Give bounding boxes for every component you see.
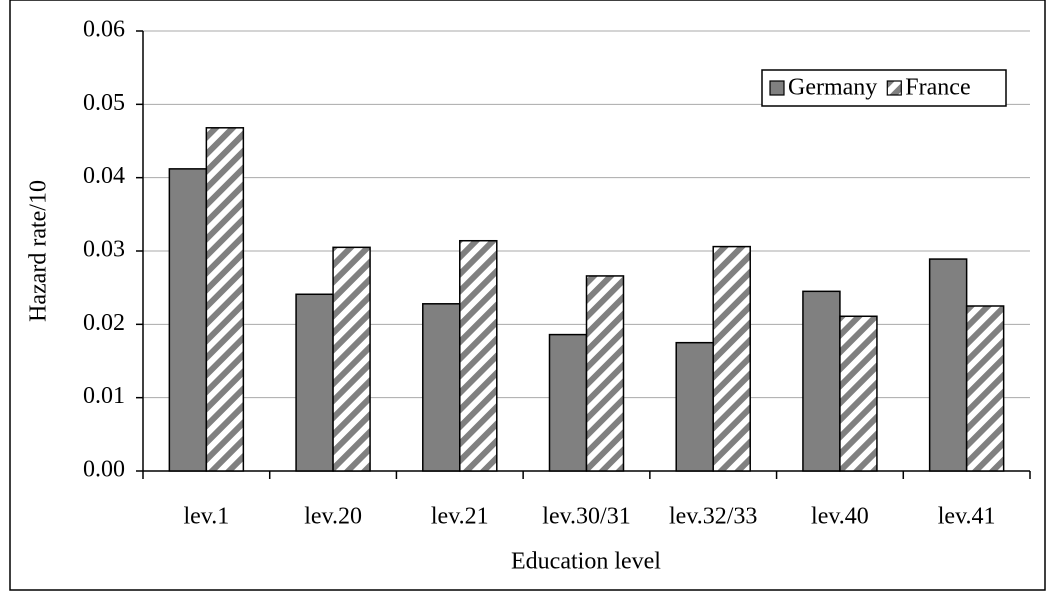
bar [839, 315, 878, 472]
bar [675, 341, 714, 472]
legend-swatch [886, 80, 902, 96]
x-tick-label: lev.32/33 [669, 504, 757, 530]
y-tick-label: 0.02 [83, 310, 125, 336]
bar [422, 303, 461, 472]
legend-box [761, 69, 1007, 107]
x-tick-label: lev.20 [304, 504, 362, 530]
x-tick-label: lev.30/31 [542, 504, 630, 530]
bar [332, 246, 371, 472]
y-tick-label: 0.04 [83, 163, 125, 189]
bar [965, 305, 1005, 472]
x-axis-title: Education level [511, 549, 661, 575]
bar [548, 333, 588, 472]
bar [928, 258, 968, 472]
legend-label: Germany [788, 75, 877, 101]
bar [295, 293, 334, 472]
x-tick-label: lev.41 [938, 504, 996, 530]
y-tick-label: 0.01 [83, 383, 125, 409]
legend-swatch [769, 80, 785, 96]
x-tick-label: lev.21 [431, 504, 489, 530]
y-tick-label: 0.05 [83, 90, 125, 116]
bar [712, 245, 751, 472]
x-tick-label: lev.1 [183, 504, 229, 530]
y-tick-label: 0.06 [83, 17, 125, 43]
bar [585, 275, 625, 472]
bar [802, 290, 841, 472]
y-tick-label: 0.03 [83, 237, 125, 263]
legend-label: France [905, 75, 970, 101]
bar [459, 239, 498, 472]
bar [205, 127, 245, 472]
y-axis-title: Hazard rate/10 [26, 180, 52, 322]
bar [168, 168, 208, 472]
x-tick-label: lev.40 [811, 504, 869, 530]
y-tick-label: 0.00 [83, 457, 125, 483]
